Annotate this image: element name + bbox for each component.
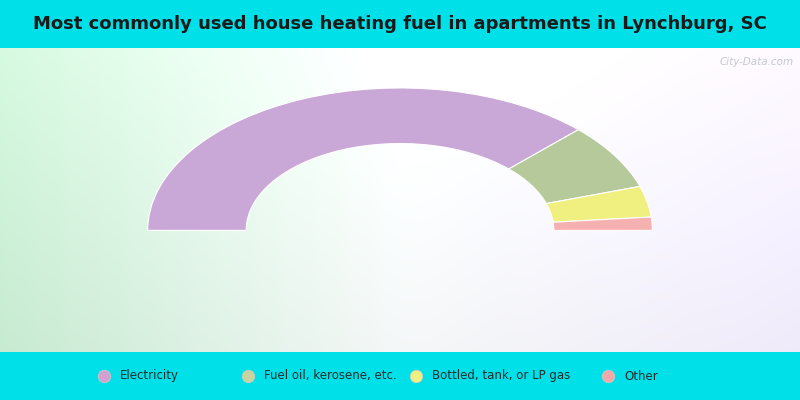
Wedge shape — [509, 130, 640, 204]
Text: Other: Other — [624, 370, 658, 382]
Wedge shape — [553, 217, 652, 230]
Wedge shape — [148, 88, 578, 230]
Text: Bottled, tank, or LP gas: Bottled, tank, or LP gas — [432, 370, 570, 382]
Text: Fuel oil, kerosene, etc.: Fuel oil, kerosene, etc. — [264, 370, 397, 382]
Text: City-Data.com: City-Data.com — [720, 57, 794, 67]
Wedge shape — [546, 186, 651, 222]
Text: Most commonly used house heating fuel in apartments in Lynchburg, SC: Most commonly used house heating fuel in… — [33, 15, 767, 33]
Text: Electricity: Electricity — [120, 370, 179, 382]
